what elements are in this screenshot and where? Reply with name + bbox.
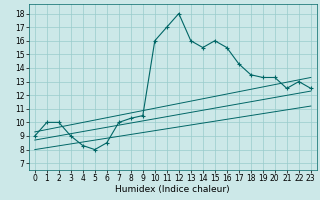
X-axis label: Humidex (Indice chaleur): Humidex (Indice chaleur) — [116, 185, 230, 194]
